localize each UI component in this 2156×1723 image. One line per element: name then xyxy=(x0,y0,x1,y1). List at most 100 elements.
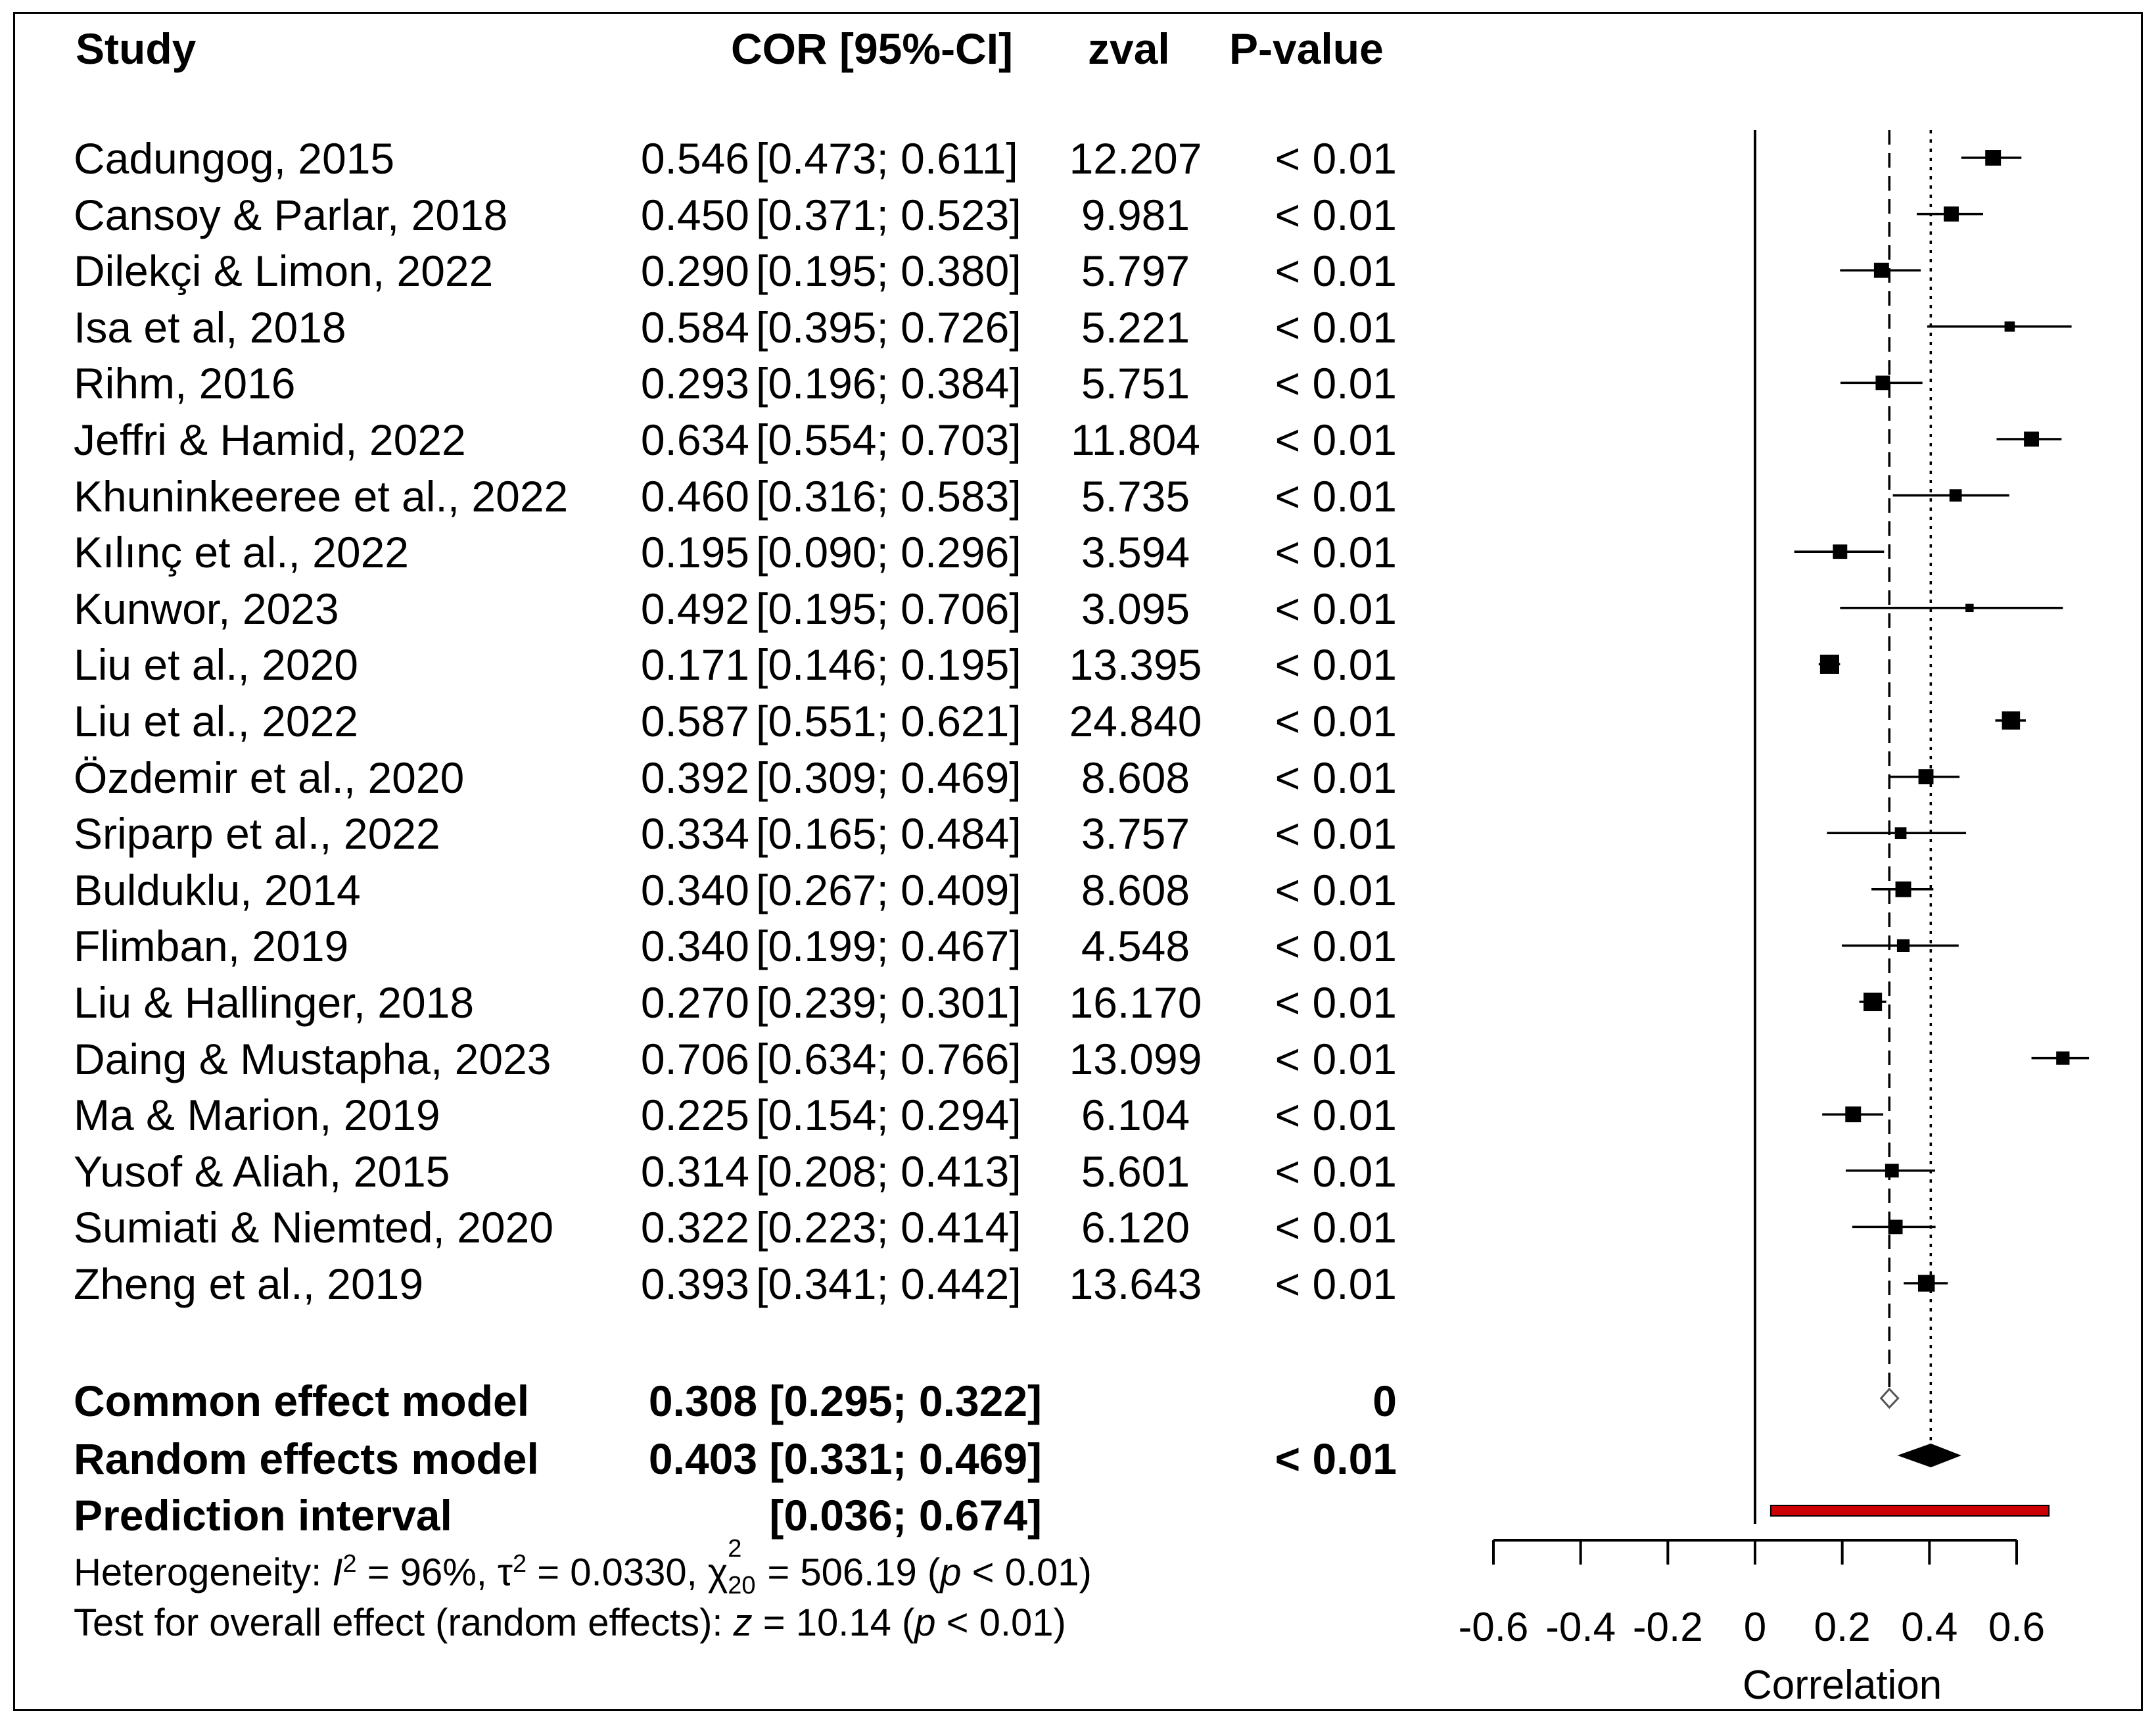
study-name: Kılınç et al., 2022 xyxy=(74,528,409,577)
study-zval: 16.170 xyxy=(1069,978,1202,1027)
study-ci: [0.146; 0.195] xyxy=(756,640,1021,689)
study-zval: 6.104 xyxy=(1081,1091,1190,1139)
study-square xyxy=(1833,544,1848,559)
study-name: Kunwor, 2023 xyxy=(74,584,339,633)
study-name: Isa et al, 2018 xyxy=(74,303,346,352)
study-ci: [0.341; 0.442] xyxy=(756,1260,1021,1308)
study-zval: 8.608 xyxy=(1081,866,1190,914)
study-pvalue: < 0.01 xyxy=(1275,303,1397,352)
study-name: Sumiati & Niemted, 2020 xyxy=(74,1203,554,1252)
study-zval: 5.601 xyxy=(1081,1147,1190,1196)
study-ci: [0.309; 0.469] xyxy=(756,753,1021,802)
study-name: Jeffri & Hamid, 2022 xyxy=(74,415,466,464)
study-square xyxy=(1917,1275,1935,1292)
x-axis-tick-label: 0.2 xyxy=(1814,1605,1871,1650)
study-cor: 0.293 xyxy=(640,359,749,408)
study-cor: 0.450 xyxy=(640,191,749,239)
study-square xyxy=(2004,321,2015,332)
study-pvalue: < 0.01 xyxy=(1275,415,1397,464)
study-zval: 8.608 xyxy=(1081,753,1190,802)
x-axis-label: Correlation xyxy=(1743,1663,1942,1708)
study-ci: [0.165; 0.484] xyxy=(756,809,1021,858)
x-axis-tick-label: 0 xyxy=(1744,1605,1766,1650)
study-zval: 11.804 xyxy=(1071,415,1200,464)
prediction-interval-label: Prediction interval xyxy=(74,1491,452,1540)
study-zval: 5.751 xyxy=(1081,359,1190,408)
study-name: Cadungog, 2015 xyxy=(74,134,395,183)
study-square xyxy=(1845,1106,1862,1123)
study-name: Flimban, 2019 xyxy=(74,922,349,970)
x-axis-tick-label: 0.4 xyxy=(1901,1605,1957,1650)
study-zval: 24.840 xyxy=(1069,697,1202,745)
study-cor: 0.322 xyxy=(640,1203,749,1252)
header-pvalue: P-value xyxy=(1229,24,1384,73)
study-ci: [0.195; 0.706] xyxy=(756,584,1021,633)
study-square xyxy=(1895,881,1911,897)
study-cor: 0.584 xyxy=(640,303,749,352)
study-cor: 0.314 xyxy=(640,1147,749,1196)
study-zval: 4.548 xyxy=(1081,922,1190,970)
common-effect-value: 0.308 [0.295; 0.322] xyxy=(648,1377,1042,1425)
study-name: Bulduklu, 2014 xyxy=(74,866,361,914)
study-name: Zheng et al., 2019 xyxy=(74,1260,424,1308)
study-zval: 3.095 xyxy=(1081,584,1190,633)
study-pvalue: < 0.01 xyxy=(1275,472,1397,521)
study-ci: [0.195; 0.380] xyxy=(756,247,1021,295)
study-pvalue: < 0.01 xyxy=(1275,866,1397,914)
study-square xyxy=(2002,711,2021,730)
study-pvalue: < 0.01 xyxy=(1275,809,1397,858)
study-square xyxy=(1985,150,2002,166)
study-pvalue: < 0.01 xyxy=(1275,1091,1397,1139)
study-cor: 0.392 xyxy=(640,753,749,802)
study-cor: 0.195 xyxy=(640,528,749,577)
prediction-interval-value: [0.036; 0.674] xyxy=(769,1491,1042,1540)
study-cor: 0.393 xyxy=(640,1260,749,1308)
study-square xyxy=(1918,769,1934,785)
study-cor: 0.492 xyxy=(640,584,749,633)
header-cor: COR [95%-CI] xyxy=(731,24,1014,73)
study-cor: 0.546 xyxy=(640,134,749,183)
study-name: Ma & Marion, 2019 xyxy=(74,1091,440,1139)
study-name: Daing & Mustapha, 2023 xyxy=(74,1035,551,1083)
study-zval: 3.757 xyxy=(1081,809,1190,858)
study-name: Dilekçi & Limon, 2022 xyxy=(74,247,494,295)
x-axis-tick-label: -0.6 xyxy=(1459,1605,1529,1650)
study-pvalue: < 0.01 xyxy=(1275,1147,1397,1196)
study-name: Liu et al., 2020 xyxy=(74,640,358,689)
study-cor: 0.270 xyxy=(640,978,749,1027)
header-study: Study xyxy=(76,24,197,73)
study-zval: 3.594 xyxy=(1081,528,1190,577)
common-effect-label: Common effect model xyxy=(74,1377,530,1425)
common-effect-diamond xyxy=(1879,1387,1900,1409)
random-effects-value: 0.403 [0.331; 0.469] xyxy=(648,1434,1042,1483)
study-name: Özdemir et al., 2020 xyxy=(74,753,465,802)
study-zval: 5.797 xyxy=(1081,247,1190,295)
study-ci: [0.473; 0.611] xyxy=(756,134,1018,183)
study-zval: 6.120 xyxy=(1081,1203,1190,1252)
study-zval: 9.981 xyxy=(1081,191,1190,239)
study-name: Liu & Hallinger, 2018 xyxy=(74,978,475,1027)
study-ci: [0.554; 0.703] xyxy=(756,415,1021,464)
study-pvalue: < 0.01 xyxy=(1275,922,1397,970)
study-ci: [0.551; 0.621] xyxy=(756,697,1021,745)
study-ci: [0.239; 0.301] xyxy=(756,978,1021,1027)
study-pvalue: < 0.01 xyxy=(1275,359,1397,408)
study-square xyxy=(1873,262,1889,278)
study-name: Liu et al., 2022 xyxy=(74,697,358,745)
study-cor: 0.706 xyxy=(640,1035,749,1083)
study-zval: 13.395 xyxy=(1069,640,1202,689)
x-axis-tick-label: -0.4 xyxy=(1545,1605,1616,1650)
study-ci: [0.316; 0.583] xyxy=(756,472,1021,521)
study-square xyxy=(1894,827,1907,839)
study-zval: 13.643 xyxy=(1069,1260,1202,1308)
study-cor: 0.290 xyxy=(640,247,749,295)
study-square xyxy=(1875,375,1890,390)
study-pvalue: < 0.01 xyxy=(1275,640,1397,689)
study-name: Yusof & Aliah, 2015 xyxy=(74,1147,450,1196)
study-cor: 0.587 xyxy=(640,697,749,745)
study-cor: 0.225 xyxy=(640,1091,749,1139)
study-pvalue: < 0.01 xyxy=(1275,528,1397,577)
study-ci: [0.634; 0.766] xyxy=(756,1035,1021,1083)
